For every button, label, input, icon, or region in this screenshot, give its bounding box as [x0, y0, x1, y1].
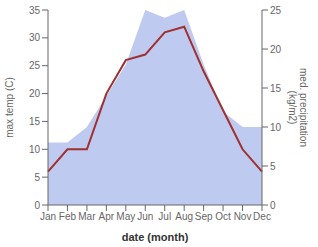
- svg-text:Aug: Aug: [175, 211, 193, 222]
- svg-text:20: 20: [29, 88, 41, 99]
- svg-text:5: 5: [270, 161, 276, 172]
- svg-text:10: 10: [270, 122, 282, 133]
- svg-text:20: 20: [270, 44, 282, 55]
- svg-text:date (month): date (month): [122, 231, 189, 243]
- svg-text:med. precipitation(kg/m2): med. precipitation(kg/m2): [287, 68, 309, 147]
- svg-text:Feb: Feb: [59, 211, 77, 222]
- svg-text:Jul: Jul: [158, 211, 171, 222]
- svg-text:Mar: Mar: [78, 211, 96, 222]
- svg-text:25: 25: [270, 5, 282, 16]
- svg-text:Dec: Dec: [253, 211, 271, 222]
- svg-text:0: 0: [270, 200, 276, 211]
- svg-text:Jan: Jan: [40, 211, 56, 222]
- svg-text:15: 15: [270, 83, 282, 94]
- svg-text:0: 0: [34, 200, 40, 211]
- svg-text:5: 5: [34, 172, 40, 183]
- svg-text:30: 30: [29, 32, 41, 43]
- svg-text:max temp (C): max temp (C): [8, 77, 15, 138]
- svg-text:Jun: Jun: [137, 211, 153, 222]
- svg-text:35: 35: [29, 5, 41, 16]
- svg-text:15: 15: [29, 116, 41, 127]
- svg-text:Nov: Nov: [234, 211, 252, 222]
- svg-text:May: May: [116, 211, 135, 222]
- svg-text:Apr: Apr: [99, 211, 115, 222]
- svg-text:Sep: Sep: [195, 211, 213, 222]
- svg-text:Oct: Oct: [215, 211, 231, 222]
- svg-text:25: 25: [29, 60, 41, 71]
- svg-text:10: 10: [29, 144, 41, 155]
